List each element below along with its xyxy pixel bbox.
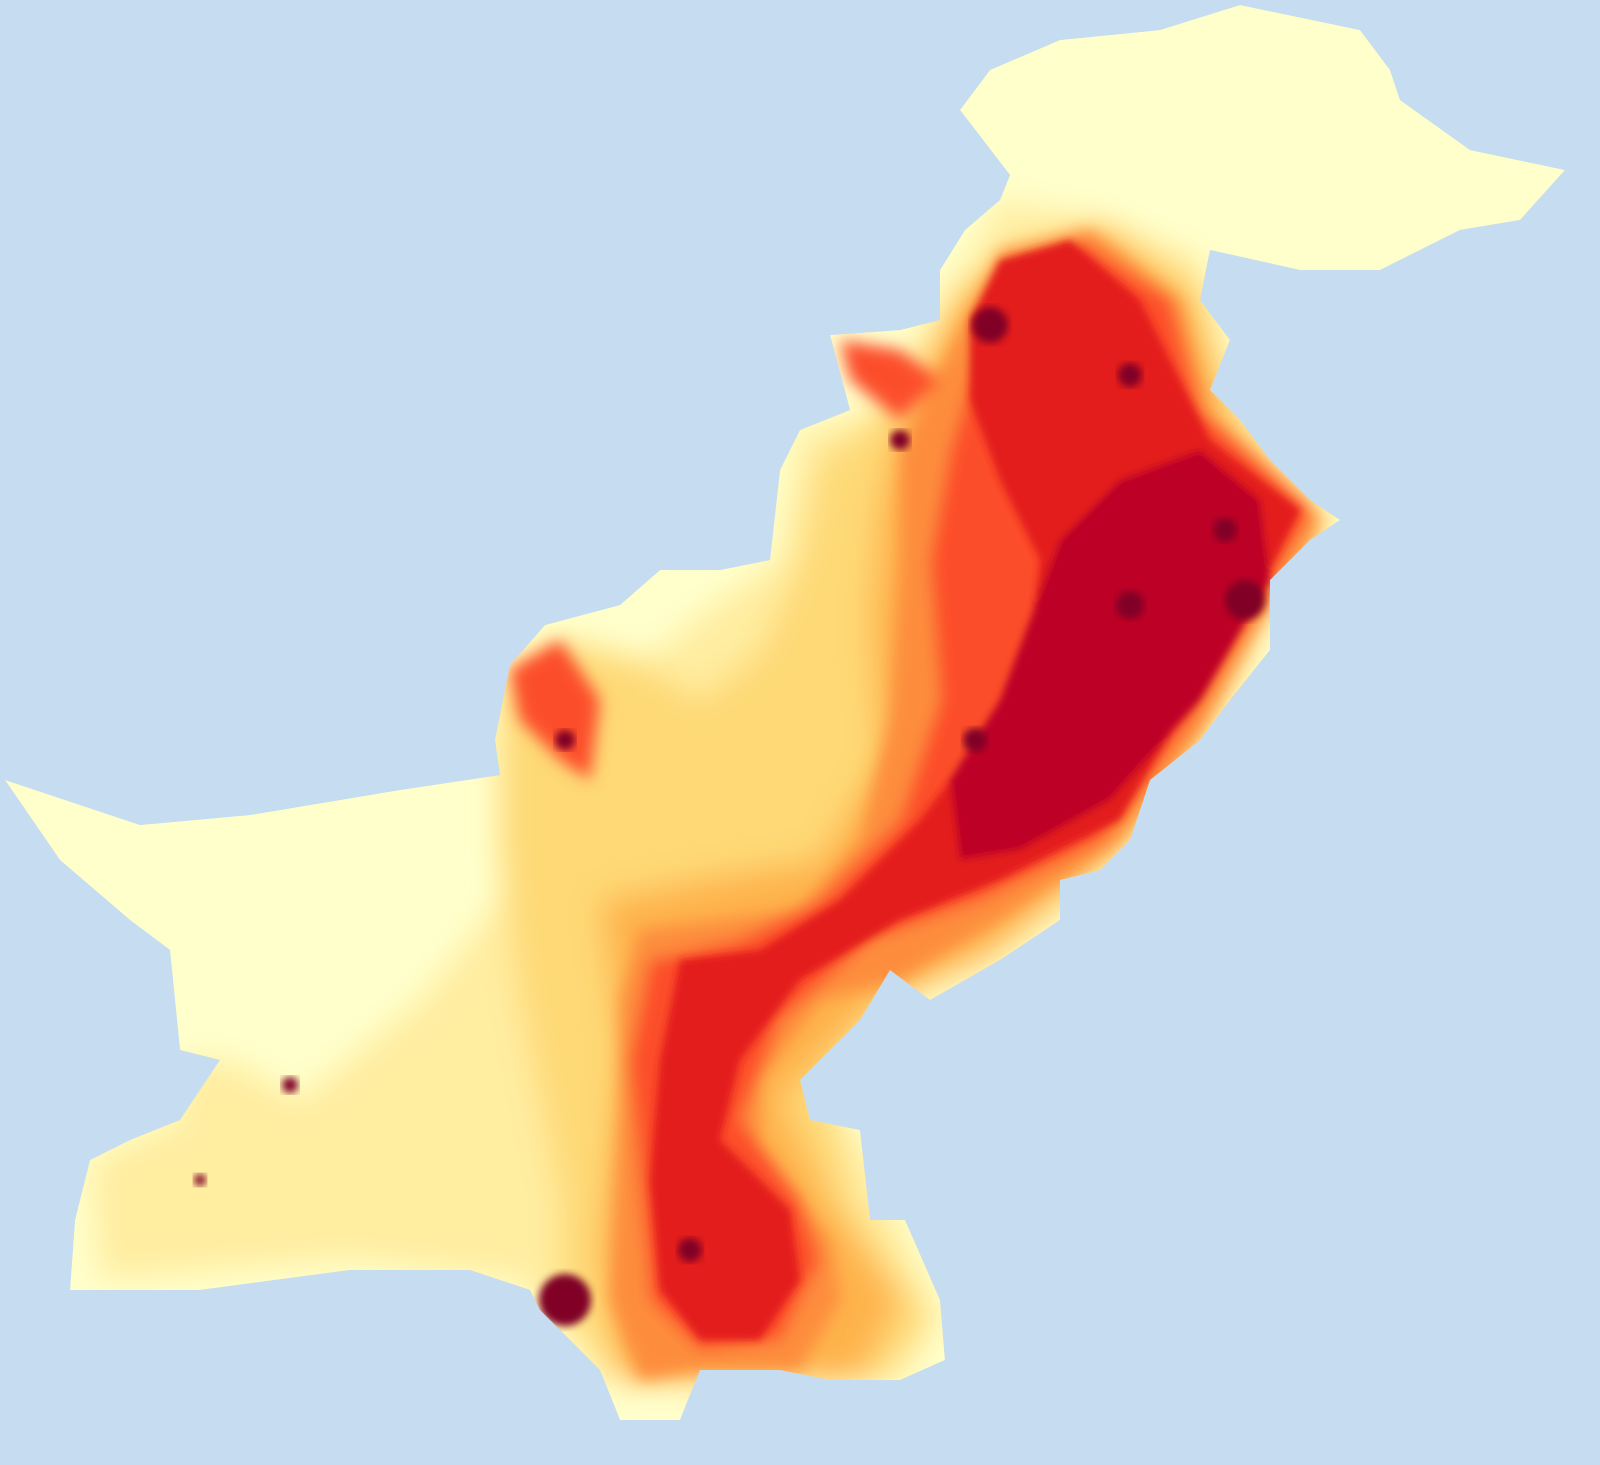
intensity-layer-high: [650, 240, 1300, 1340]
city-hotspots: [194, 307, 1265, 1326]
hotspot-marker: [972, 307, 1008, 343]
hotspot-marker: [194, 1174, 206, 1186]
hotspot-marker: [1118, 363, 1142, 387]
hotspot-marker: [1116, 591, 1144, 619]
hotspot-marker: [678, 1238, 702, 1262]
hotspot-marker: [539, 1274, 591, 1326]
hotspot-marker: [282, 1077, 298, 1093]
hotspot-marker: [1213, 518, 1237, 542]
hotspot-marker: [1225, 580, 1265, 620]
hotspot-marker: [963, 728, 987, 752]
hotspot-marker: [890, 430, 910, 450]
hotspot-marker: [555, 730, 575, 750]
